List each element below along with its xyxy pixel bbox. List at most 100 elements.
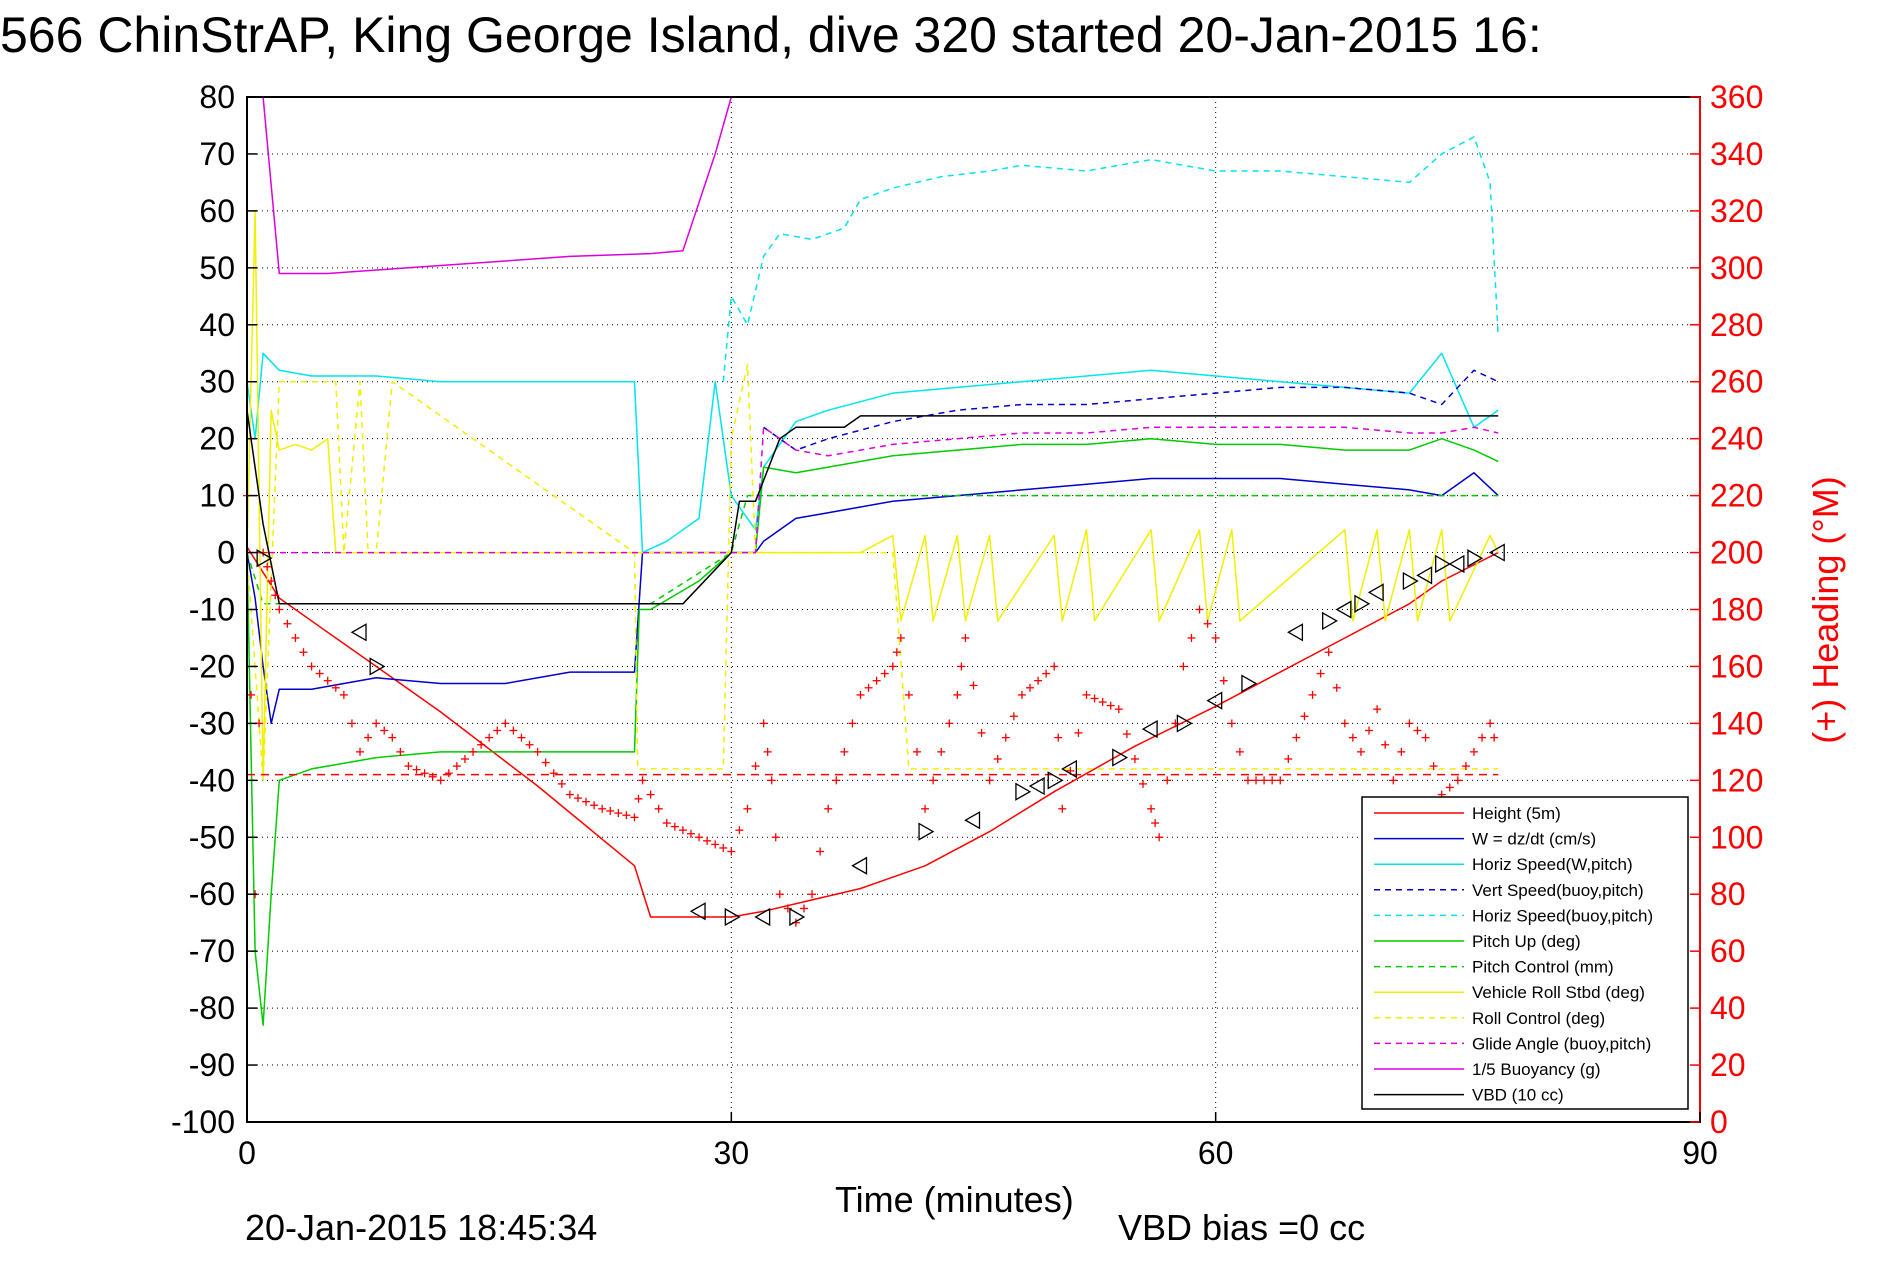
- heading-point: [1195, 605, 1204, 614]
- heading-point: [662, 819, 671, 828]
- height-marker: [789, 907, 806, 927]
- heading-point: [323, 676, 332, 685]
- heading-layer: [243, 491, 1499, 927]
- y2-tick-label: 260: [1710, 364, 1763, 400]
- heading-point: [1490, 733, 1499, 742]
- heading-point: [1421, 733, 1430, 742]
- heading-point: [771, 833, 780, 842]
- x-axis-ticks: 0 30 60 90: [238, 1112, 1718, 1171]
- heading-point: [356, 747, 365, 756]
- legend-label: Horiz Speed(buoy,pitch): [1472, 906, 1653, 925]
- heading-point: [953, 690, 962, 699]
- y2-tick-label: 0: [1710, 1104, 1728, 1140]
- series-line-3: [763, 369, 1499, 451]
- heading-point: [1147, 804, 1156, 813]
- heading-point: [1243, 776, 1252, 785]
- heading-point: [1054, 733, 1063, 742]
- y-tick-label: -50: [189, 819, 235, 855]
- height-marker: [1241, 674, 1258, 693]
- heading-point: [1187, 633, 1196, 642]
- y2-tick-label: 100: [1710, 819, 1763, 855]
- heading-point: [735, 826, 744, 835]
- heading-point: [412, 765, 421, 774]
- heading-point: [921, 804, 930, 813]
- heading-point: [638, 776, 647, 785]
- heading-point: [1332, 683, 1341, 692]
- heading-point: [759, 719, 768, 728]
- y2-tick-label: 180: [1710, 592, 1763, 628]
- heading-point: [985, 776, 994, 785]
- height-marker: [1206, 691, 1223, 710]
- heading-point: [840, 747, 849, 756]
- heading-point: [485, 733, 494, 742]
- heading-point: [703, 836, 712, 845]
- series-line-10: [262, 96, 733, 275]
- height-marker: [1448, 554, 1465, 574]
- heading-point: [331, 683, 340, 692]
- y-tick-label: -100: [171, 1104, 235, 1140]
- heading-point: [1252, 776, 1261, 785]
- heading-point: [477, 740, 486, 749]
- heading-point: [1413, 726, 1422, 735]
- heading-point: [1340, 719, 1349, 728]
- heading-point: [275, 605, 284, 614]
- y2-tick-label: 60: [1710, 933, 1746, 969]
- y-tick-label: -90: [189, 1047, 235, 1083]
- heading-point: [444, 769, 453, 778]
- x-tick-label: 60: [1198, 1135, 1234, 1171]
- heading-point: [1365, 726, 1374, 735]
- legend-label: 1/5 Buoyancy (g): [1472, 1060, 1601, 1079]
- legend-label: Pitch Control (mm): [1472, 958, 1614, 977]
- height-marker: [1141, 719, 1158, 739]
- heading-point: [1219, 676, 1228, 685]
- heading-point: [695, 833, 704, 842]
- height-marker: [851, 856, 868, 875]
- heading-point: [969, 681, 978, 690]
- heading-point: [291, 633, 300, 642]
- heading-point: [565, 790, 574, 799]
- height-marker: [1435, 554, 1451, 574]
- heading-point: [271, 591, 280, 600]
- heading-point: [1381, 740, 1390, 749]
- heading-point: [808, 890, 817, 899]
- heading-point: [929, 776, 938, 785]
- height-marker: [1287, 623, 1304, 642]
- heading-point: [1227, 719, 1236, 728]
- y2-tick-label: 40: [1710, 990, 1746, 1026]
- y2-tick-label: 200: [1710, 535, 1763, 571]
- x-tick-label: 30: [714, 1135, 750, 1171]
- heading-point: [1163, 776, 1172, 785]
- heading-point: [634, 794, 643, 803]
- heading-point: [1478, 733, 1487, 742]
- legend-box: [1361, 796, 1689, 1110]
- height-marker: [1416, 566, 1433, 585]
- heading-point: [614, 809, 623, 818]
- heading-point: [517, 733, 526, 742]
- heading-point: [606, 806, 615, 815]
- heading-point: [892, 648, 901, 657]
- heading-point: [533, 747, 542, 756]
- height-marker: [369, 657, 386, 676]
- heading-point: [267, 577, 276, 586]
- y-tick-label: -70: [189, 933, 235, 969]
- y2-tick-label: 320: [1710, 193, 1763, 229]
- heading-point: [404, 762, 413, 771]
- series-line-4: [722, 136, 1499, 382]
- heading-point: [582, 797, 591, 806]
- series-line-6: [246, 494, 1499, 605]
- heading-point: [428, 772, 437, 781]
- heading-point: [1042, 669, 1051, 678]
- height-marker: [1322, 611, 1338, 631]
- legend-label: Horiz Speed(W,pitch): [1472, 855, 1633, 874]
- heading-point: [743, 804, 752, 813]
- y-tick-label: 50: [199, 250, 235, 286]
- heading-point: [1090, 694, 1099, 703]
- heading-point: [525, 740, 534, 749]
- heading-point: [1486, 719, 1495, 728]
- heading-point: [670, 822, 679, 831]
- heading-point: [1324, 648, 1333, 657]
- heading-point: [1203, 619, 1212, 628]
- x-axis-label: Time (minutes): [835, 1179, 1074, 1220]
- height-marker: [1015, 782, 1032, 801]
